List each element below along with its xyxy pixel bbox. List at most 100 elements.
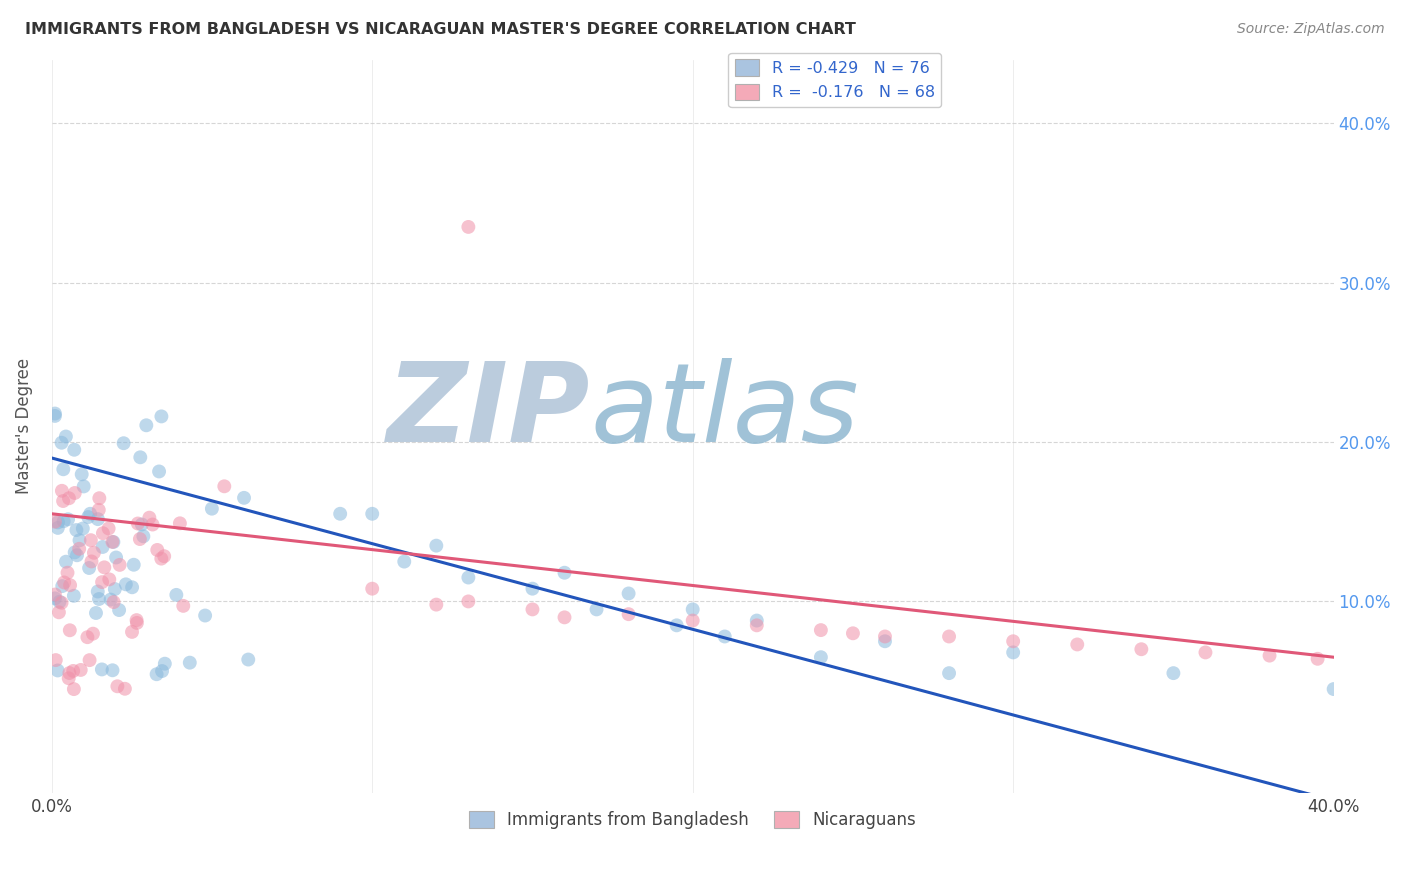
Point: [745, 618, 768, 632]
Point: [361, 507, 384, 521]
Point: [105, 679, 128, 693]
Point: [682, 614, 704, 628]
Point: [1002, 645, 1025, 659]
Point: [1323, 682, 1346, 697]
Point: [87, 503, 110, 517]
Point: [105, 550, 128, 565]
Point: [91, 540, 114, 554]
Point: [103, 595, 125, 609]
Point: [361, 582, 384, 596]
Point: [457, 570, 479, 584]
Point: [585, 602, 607, 616]
Point: [1130, 642, 1153, 657]
Point: [425, 539, 447, 553]
Point: [79, 653, 101, 667]
Point: [84, 606, 107, 620]
Point: [48, 595, 70, 609]
Point: [108, 558, 131, 572]
Point: [873, 630, 896, 644]
Point: [59, 578, 82, 592]
Point: [150, 551, 173, 566]
Point: [150, 664, 173, 678]
Point: [121, 580, 143, 594]
Point: [63, 442, 86, 457]
Point: [51, 596, 73, 610]
Point: [55, 555, 77, 569]
Point: [148, 465, 170, 479]
Point: [44, 588, 66, 602]
Point: [90, 662, 112, 676]
Point: [63, 486, 86, 500]
Point: [44, 515, 66, 529]
Point: [522, 582, 544, 596]
Point: [58, 671, 80, 685]
Legend: Immigrants from Bangladesh, Nicaraguans: Immigrants from Bangladesh, Nicaraguans: [463, 804, 922, 836]
Point: [91, 575, 114, 590]
Text: atlas: atlas: [591, 358, 859, 465]
Point: [129, 450, 152, 465]
Point: [63, 589, 86, 603]
Point: [238, 652, 260, 666]
Point: [165, 588, 187, 602]
Point: [233, 491, 256, 505]
Point: [63, 545, 86, 559]
Point: [457, 219, 479, 234]
Point: [82, 626, 104, 640]
Point: [682, 602, 704, 616]
Point: [93, 560, 115, 574]
Point: [79, 507, 101, 521]
Point: [101, 663, 124, 677]
Point: [1194, 645, 1216, 659]
Point: [617, 607, 640, 622]
Point: [179, 656, 201, 670]
Point: [91, 526, 114, 541]
Point: [87, 592, 110, 607]
Point: [153, 657, 176, 671]
Point: [172, 599, 194, 613]
Point: [214, 479, 236, 493]
Point: [48, 605, 70, 619]
Point: [938, 630, 960, 644]
Point: [101, 534, 124, 549]
Point: [56, 566, 79, 580]
Point: [100, 592, 122, 607]
Y-axis label: Master's Degree: Master's Degree: [15, 358, 32, 494]
Point: [1258, 648, 1281, 663]
Point: [69, 663, 91, 677]
Point: [114, 681, 136, 696]
Point: [169, 516, 191, 531]
Point: [97, 521, 120, 535]
Point: [65, 523, 87, 537]
Point: [80, 554, 103, 568]
Point: [1002, 634, 1025, 648]
Point: [842, 626, 865, 640]
Point: [62, 664, 84, 678]
Point: [83, 546, 105, 560]
Point: [150, 409, 173, 424]
Point: [80, 533, 103, 548]
Point: [44, 407, 66, 421]
Point: [45, 653, 67, 667]
Point: [87, 512, 110, 526]
Point: [153, 549, 176, 564]
Point: [98, 573, 121, 587]
Point: [52, 514, 75, 528]
Point: [131, 517, 153, 532]
Point: [77, 510, 100, 524]
Point: [59, 624, 82, 638]
Point: [121, 624, 143, 639]
Point: [425, 598, 447, 612]
Point: [1066, 637, 1088, 651]
Point: [44, 409, 66, 423]
Point: [1163, 666, 1185, 681]
Point: [108, 603, 131, 617]
Point: [128, 532, 150, 546]
Point: [329, 507, 352, 521]
Point: [522, 602, 544, 616]
Point: [1306, 652, 1329, 666]
Text: Source: ZipAtlas.com: Source: ZipAtlas.com: [1237, 22, 1385, 37]
Point: [201, 501, 224, 516]
Point: [52, 494, 75, 508]
Point: [46, 516, 69, 530]
Point: [665, 618, 688, 632]
